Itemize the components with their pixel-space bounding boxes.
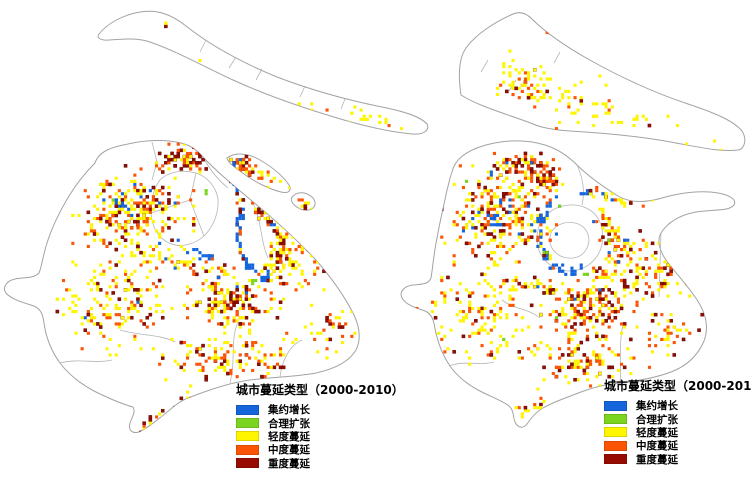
legend-item: 中度蔓延	[236, 443, 404, 456]
legend-label: 中度蔓延	[636, 440, 678, 453]
legend-item: 合理扩张	[604, 412, 751, 426]
legend-item: 轻度蔓延	[236, 430, 404, 443]
legend-label: 集约增长	[636, 400, 678, 413]
legend-item: 中度蔓延	[604, 439, 751, 452]
map-boundaries	[400, 12, 746, 428]
legend-item: 合理扩张	[236, 416, 404, 430]
legend-label: 集约增长	[268, 404, 310, 417]
legend-label: 合理扩张	[268, 417, 310, 430]
legend-item: 重度蔓延	[236, 457, 404, 470]
legend-item: 轻度蔓延	[604, 426, 751, 439]
legend-item: 集约增长	[604, 399, 751, 412]
legend-swatch-light-sprawl	[604, 427, 627, 438]
legend-swatch-severe-sprawl	[604, 454, 627, 465]
map-cells	[55, 21, 403, 433]
legend-label: 重度蔓延	[636, 453, 678, 466]
legend-label: 重度蔓延	[268, 457, 310, 470]
legend-right: 城市蔓延类型（2000-2010） 集约增长 合理扩张 轻度蔓延 中度蔓延 重度…	[604, 377, 751, 466]
legend-swatch-light-sprawl	[236, 431, 259, 442]
legend-item: 集约增长	[236, 403, 404, 416]
legend-item: 重度蔓延	[604, 453, 751, 466]
legend-title: 城市蔓延类型（2000-2010）	[236, 383, 404, 397]
legend-left: 城市蔓延类型（2000-2010） 集约增长 合理扩张 轻度蔓延 中度蔓延 重度…	[236, 381, 404, 470]
sprawl-map-right	[400, 12, 746, 428]
district-boundaries	[448, 51, 662, 384]
legend-label: 中度蔓延	[268, 444, 310, 457]
legend-label: 轻度蔓延	[268, 430, 310, 443]
legend-label: 合理扩张	[636, 413, 678, 426]
legend-title: 城市蔓延类型（2000-2010）	[604, 379, 751, 393]
sprawl-map-left	[3, 10, 429, 433]
legend-swatch-severe-sprawl	[236, 458, 259, 469]
legend-swatch-rational-expansion	[604, 414, 627, 425]
legend-swatch-moderate-sprawl	[236, 444, 259, 455]
legend-label: 轻度蔓延	[636, 426, 678, 439]
legend-swatch-intensive-growth	[236, 404, 259, 415]
legend-swatch-moderate-sprawl	[604, 440, 627, 451]
legend-swatch-intensive-growth	[604, 400, 627, 411]
legend-swatch-rational-expansion	[236, 418, 259, 429]
